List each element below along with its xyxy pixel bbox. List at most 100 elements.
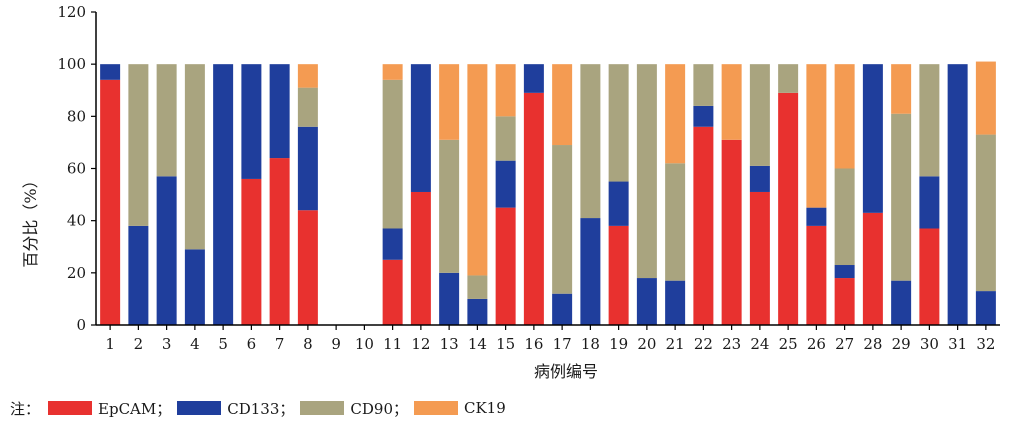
bar-cd90-case-2 — [128, 64, 149, 226]
legend-label-ck19: CK19 — [463, 399, 506, 417]
bar-cd90-case-18 — [580, 64, 601, 219]
bar-cd133-case-20 — [636, 278, 657, 325]
x-tick-label-28: 28 — [863, 335, 882, 353]
x-tick-label-17: 17 — [553, 335, 572, 353]
bar-ck19-case-23 — [721, 64, 742, 140]
bar-cd133-case-17 — [552, 293, 573, 325]
bar-cd133-case-5 — [213, 64, 234, 326]
bar-cd133-case-11 — [382, 228, 403, 260]
bar-cd133-case-26 — [806, 207, 827, 226]
y-tick-label-80: 80 — [67, 107, 86, 125]
bar-cd133-case-19 — [608, 181, 629, 226]
bar-cd133-case-2 — [128, 225, 149, 325]
y-tick-label-20: 20 — [67, 264, 86, 282]
bar-cd133-case-18 — [580, 218, 601, 325]
y-tick-label-120: 120 — [57, 3, 86, 21]
bar-ck19-case-26 — [806, 64, 827, 208]
bar-cd90-case-24 — [749, 64, 770, 166]
bar-epcam-case-22 — [693, 126, 714, 326]
bar-epcam-case-12 — [410, 191, 431, 325]
bar-ck19-case-17 — [552, 64, 573, 146]
bar-epcam-case-8 — [297, 210, 318, 325]
bar-cd90-case-15 — [495, 116, 516, 161]
bar-cd90-case-20 — [636, 64, 657, 279]
x-tick-label-18: 18 — [581, 335, 600, 353]
bar-cd133-case-1 — [100, 64, 121, 80]
legend-item-ck19: CK19 — [413, 399, 506, 417]
bar-cd133-case-28 — [862, 64, 883, 213]
bar-cd90-case-4 — [184, 64, 205, 250]
bar-epcam-case-19 — [608, 225, 629, 325]
bar-cd90-case-19 — [608, 64, 629, 182]
bar-cd90-case-11 — [382, 79, 403, 229]
stacked-bar-chart: 1 2 3 4 5 6 7 8 9 10 11 12 13 14 15 16 17 18 19 20 21 22 23 24 2… — [21, 3, 1000, 381]
bar-epcam-case-16 — [523, 92, 544, 325]
axes-layer: 1 2 3 4 5 6 7 8 9 10 11 12 13 14 15 16 17 18 19 20 21 22 23 24 2… — [57, 3, 1000, 353]
x-tick-label-6: 6 — [247, 335, 257, 353]
bar-cd133-case-31 — [947, 64, 968, 326]
bar-cd133-case-29 — [891, 280, 912, 325]
bar-cd133-case-30 — [919, 176, 940, 229]
bar-cd90-case-25 — [778, 64, 799, 93]
bar-ck19-case-29 — [891, 64, 912, 114]
bar-cd133-case-27 — [834, 265, 855, 279]
bar-epcam-case-11 — [382, 259, 403, 325]
x-tick-label-12: 12 — [411, 335, 430, 353]
bar-ck19-case-15 — [495, 64, 516, 117]
bar-ck19-case-27 — [834, 64, 855, 169]
legend-item-epcam: EpCAM； — [48, 398, 171, 419]
bar-ck19-case-13 — [439, 64, 460, 140]
bar-cd90-case-14 — [467, 275, 488, 299]
x-tick-label-7: 7 — [275, 335, 285, 353]
x-tick-label-29: 29 — [892, 335, 911, 353]
x-axis-title: 病例编号 — [534, 362, 598, 381]
bar-cd90-case-8 — [297, 87, 318, 127]
x-tick-label-22: 22 — [694, 335, 713, 353]
bar-cd133-case-7 — [269, 64, 290, 159]
x-tick-label-19: 19 — [609, 335, 628, 353]
bar-epcam-case-27 — [834, 278, 855, 325]
x-tick-label-20: 20 — [637, 335, 656, 353]
legend-item-cd90: CD90； — [300, 398, 408, 419]
legend-label-epcam: EpCAM； — [98, 399, 172, 418]
x-tick-label-14: 14 — [468, 335, 487, 353]
bar-cd133-case-13 — [439, 272, 460, 325]
bar-epcam-case-30 — [919, 228, 940, 325]
legend-note: 注： — [10, 399, 41, 418]
x-tick-label-32: 32 — [976, 335, 995, 353]
bar-epcam-case-1 — [100, 79, 121, 325]
y-tick-label-0: 0 — [76, 316, 86, 334]
x-tick-label-30: 30 — [920, 335, 939, 353]
x-tick-label-11: 11 — [383, 335, 402, 353]
x-tick-label-10: 10 — [355, 335, 374, 353]
bar-epcam-case-6 — [241, 178, 262, 325]
bar-cd90-case-29 — [891, 113, 912, 281]
x-tick-label-3: 3 — [162, 335, 172, 353]
bar-cd90-case-22 — [693, 64, 714, 106]
x-tick-label-24: 24 — [750, 335, 769, 353]
x-tick-label-26: 26 — [807, 335, 826, 353]
legend-swatch-cd90 — [300, 401, 345, 415]
legend-label-cd90: CD90； — [350, 399, 408, 418]
legend-swatch-epcam — [48, 401, 93, 415]
bar-epcam-case-24 — [749, 191, 770, 325]
x-tick-label-5: 5 — [218, 335, 228, 353]
y-tick-label-60: 60 — [67, 160, 86, 178]
bar-epcam-case-7 — [269, 158, 290, 325]
bar-cd133-case-21 — [665, 280, 686, 325]
bar-epcam-case-15 — [495, 207, 516, 326]
y-tick-label-40: 40 — [67, 212, 86, 230]
bar-cd133-case-8 — [297, 126, 318, 211]
legend: 注： EpCAM； CD133； CD90； CK19 — [10, 396, 512, 420]
bar-cd90-case-32 — [975, 134, 996, 292]
bar-cd133-case-15 — [495, 160, 516, 208]
bar-cd90-case-17 — [552, 145, 573, 294]
x-tick-label-8: 8 — [303, 335, 313, 353]
y-axis-title: 百分比（%） — [21, 172, 40, 267]
x-tick-label-25: 25 — [779, 335, 798, 353]
x-tick-label-27: 27 — [835, 335, 854, 353]
x-tick-label-1: 1 — [105, 335, 115, 353]
x-tick-label-16: 16 — [524, 335, 543, 353]
legend-swatch-cd133 — [177, 401, 222, 415]
bar-epcam-case-25 — [778, 92, 799, 325]
